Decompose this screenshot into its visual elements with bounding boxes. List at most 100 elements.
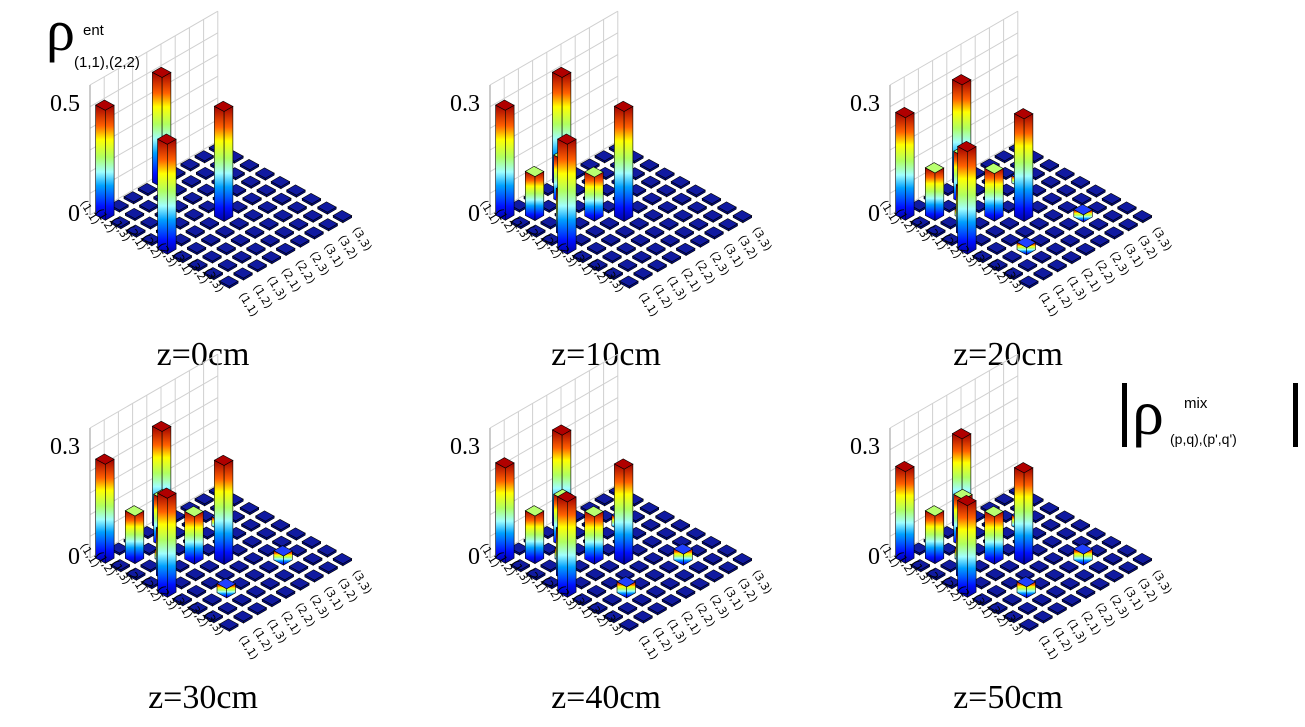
floor-cell-r6-c1 bbox=[202, 250, 222, 264]
abs-bar-left bbox=[1122, 383, 1127, 447]
bar-side-left bbox=[924, 510, 936, 565]
floor-cell-r5-c7 bbox=[671, 192, 692, 206]
floor-cell-r4-c6 bbox=[242, 535, 262, 549]
floor-cell-r6-c3 bbox=[230, 234, 251, 248]
floor-cell-r8-c6 bbox=[304, 226, 324, 240]
bar-top bbox=[615, 568, 635, 580]
bar-top bbox=[244, 568, 265, 580]
floor-cell-r8-c8 bbox=[332, 210, 353, 224]
floor-cell-r7-c4 bbox=[1060, 234, 1081, 248]
bar-top bbox=[270, 176, 291, 188]
bar-top bbox=[1018, 275, 1039, 287]
floor-cell-r7-c3 bbox=[646, 585, 666, 599]
bar-top bbox=[629, 217, 650, 229]
floor-cell-r4-c8 bbox=[270, 176, 291, 190]
floor-cell-r5-c6 bbox=[657, 200, 678, 215]
floor-cell-r5-c4 bbox=[229, 217, 250, 231]
floor-cell-r8-c4 bbox=[1075, 242, 1096, 257]
bar-r0-c0 bbox=[494, 99, 515, 221]
bar-top bbox=[630, 234, 651, 246]
floor-cell-r6-c0 bbox=[587, 601, 608, 615]
bar-top bbox=[1071, 535, 1092, 547]
floor-cell-r7-c0 bbox=[603, 267, 624, 281]
floor-cell-r8-c0 bbox=[218, 275, 239, 289]
bar-top bbox=[1104, 569, 1124, 581]
bar-top bbox=[156, 487, 177, 499]
bar-side-left bbox=[125, 510, 136, 565]
bar-top bbox=[599, 560, 620, 572]
floor-cell-r5-c8 bbox=[286, 527, 306, 541]
bar-top bbox=[994, 493, 1015, 505]
z-tick-label: 0 bbox=[868, 544, 880, 570]
floor-cell-r3-c8 bbox=[1055, 167, 1075, 181]
floor-cell-r8-c7 bbox=[318, 218, 339, 232]
floor-cell-r5-c0 bbox=[172, 593, 193, 607]
bar-top bbox=[301, 193, 322, 205]
bar-top bbox=[594, 150, 615, 162]
bar-top bbox=[1027, 543, 1048, 555]
bar-r0-c0 bbox=[494, 457, 515, 564]
bar-side-left bbox=[984, 167, 995, 222]
floor-cell-r2-c8 bbox=[239, 502, 260, 516]
floor-cell-r5-c2 bbox=[600, 233, 621, 247]
bar-top bbox=[1118, 561, 1139, 573]
floor-cell-r4-c3 bbox=[999, 217, 1020, 231]
bar-r4-c0 bbox=[556, 133, 577, 255]
z-tick-label: 0 bbox=[468, 544, 480, 570]
floor-cell-r7-c8 bbox=[1117, 201, 1137, 215]
floor-cell-r4-c2 bbox=[585, 225, 606, 239]
bar-top bbox=[194, 150, 215, 162]
bar-top bbox=[674, 569, 695, 581]
z-tick-label: 0.3 bbox=[850, 434, 880, 460]
floor-cell-r5-c2 bbox=[200, 233, 221, 247]
floor-cell-r6-c8 bbox=[301, 193, 322, 207]
bar-r6-c2 bbox=[616, 576, 637, 599]
bar-top bbox=[217, 601, 238, 613]
floor-cell-r5-c5 bbox=[1043, 209, 1064, 223]
floor-cell-r6-c7 bbox=[287, 201, 308, 215]
floor-cell-r8-c8 bbox=[1132, 210, 1153, 224]
bar-top bbox=[616, 242, 637, 254]
grid-line bbox=[489, 375, 619, 451]
bar-side-left bbox=[584, 510, 595, 565]
rho-mix-superscript: mix bbox=[1184, 395, 1208, 412]
floor-cell-r0-c7 bbox=[594, 150, 615, 164]
floor-cell-r7-c2 bbox=[231, 593, 252, 607]
bar-top bbox=[256, 184, 277, 196]
bar-top bbox=[109, 199, 129, 211]
floor-cell-r5-c8 bbox=[1086, 184, 1106, 198]
bar-top bbox=[227, 543, 248, 555]
bar-top bbox=[987, 258, 1008, 270]
bar-top bbox=[987, 601, 1008, 613]
bar-r6-c2 bbox=[216, 578, 237, 599]
bar-top bbox=[332, 210, 353, 222]
bar-r0-c0 bbox=[894, 106, 915, 221]
floor-cell-r7-c2 bbox=[631, 250, 652, 264]
bar-top bbox=[215, 225, 235, 237]
rho-mix-label: ρ mix (p,q),(p',q') bbox=[1120, 381, 1300, 463]
floor-cell-r5-c3 bbox=[215, 225, 235, 239]
bar-top bbox=[640, 175, 661, 187]
bar-top bbox=[1086, 527, 1106, 539]
floor-cell-r7-c2 bbox=[1031, 250, 1052, 264]
floor-cell-r8-c0 bbox=[618, 618, 639, 632]
bar-top bbox=[1075, 585, 1096, 597]
floor-cell-r3-c7 bbox=[1040, 518, 1061, 532]
grid-line bbox=[889, 375, 1019, 451]
floor-cell-r5-c5 bbox=[243, 552, 264, 566]
floor-cell-r8-c4 bbox=[675, 585, 696, 600]
floor-cell-r7-c8 bbox=[317, 544, 337, 558]
floor-cell-r8-c1 bbox=[1033, 610, 1053, 624]
floor-cell-r3-c7 bbox=[240, 518, 261, 532]
floor-cell-r7-c0 bbox=[1003, 267, 1024, 281]
grid-line bbox=[489, 353, 619, 429]
bar-top bbox=[240, 175, 261, 187]
floor-cell-r7-c8 bbox=[717, 544, 737, 558]
bar-top bbox=[244, 225, 265, 237]
floor-cell-r5-c7 bbox=[1071, 192, 1092, 206]
bar-top bbox=[994, 150, 1015, 162]
bar-top bbox=[524, 165, 545, 177]
panel-title: z=30cm bbox=[148, 679, 258, 716]
bar-top bbox=[1102, 209, 1123, 221]
floor-cell-r0-c3 bbox=[137, 183, 158, 197]
